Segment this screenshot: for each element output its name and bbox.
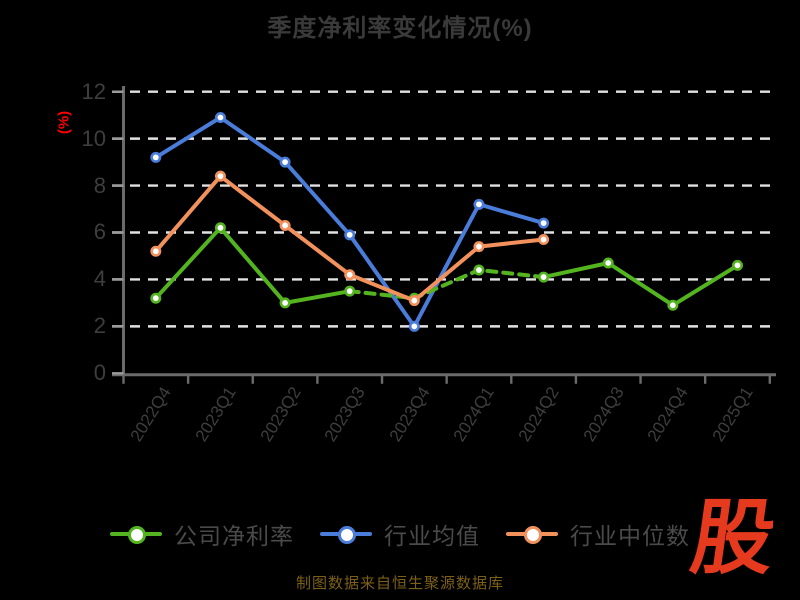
y-axis-tick-label: 10 (81, 125, 106, 151)
chart-title: 季度净利率变化情况(%) (267, 15, 533, 42)
data-point-marker (279, 156, 291, 168)
data-point-marker (667, 299, 679, 311)
data-point-marker (214, 170, 226, 182)
data-point-marker (408, 320, 420, 332)
legend-marker-icon (320, 526, 372, 544)
legend-item-公司净利率[interactable]: 公司净利率 (110, 517, 294, 551)
data-point-marker (473, 198, 485, 210)
data-point-marker (344, 269, 356, 281)
series-line-公司净利率 (541, 261, 740, 308)
series-line-公司净利率 (153, 225, 352, 305)
data-point-marker (473, 241, 485, 253)
legend-marker-icon (506, 526, 558, 544)
y-axis-tick-label: 2 (93, 313, 106, 339)
legend-marker-icon (110, 526, 162, 544)
data-point-marker (408, 295, 420, 307)
y-axis-tick-label: 0 (93, 360, 106, 386)
data-point-marker (344, 229, 356, 241)
data-point-marker (538, 217, 550, 229)
legend-label: 公司净利率 (174, 523, 294, 549)
legend-label: 行业均值 (384, 523, 480, 549)
data-point-marker (150, 151, 162, 163)
legend-item-行业中位数[interactable]: 行业中位数 (506, 517, 690, 551)
data-point-marker (344, 285, 356, 297)
legend-item-行业均值[interactable]: 行业均值 (320, 517, 480, 551)
data-point-marker (602, 257, 614, 269)
y-axis-tick-label: 8 (93, 172, 106, 198)
data-point-marker (279, 297, 291, 309)
legend: 公司净利率 行业均值 行业中位数 (0, 517, 800, 551)
data-point-marker (538, 271, 550, 283)
data-point-marker (214, 112, 226, 124)
legend-label: 行业中位数 (570, 523, 690, 549)
data-point-marker (150, 245, 162, 257)
y-axis-tick-label: 4 (93, 266, 106, 292)
series-line-公司净利率 (347, 268, 546, 301)
logo-text: 股 (685, 493, 781, 584)
y-axis-tick-label: 12 (81, 78, 106, 104)
data-point-marker (279, 219, 291, 231)
data-point-marker (214, 222, 226, 234)
data-point-marker (731, 259, 743, 271)
data-point-marker (150, 292, 162, 304)
y-axis-tick-label: 6 (93, 219, 106, 245)
source-note: 制图数据来自恒生聚源数据库 (295, 575, 504, 592)
data-point-marker (538, 234, 550, 246)
data-point-marker (473, 264, 485, 276)
